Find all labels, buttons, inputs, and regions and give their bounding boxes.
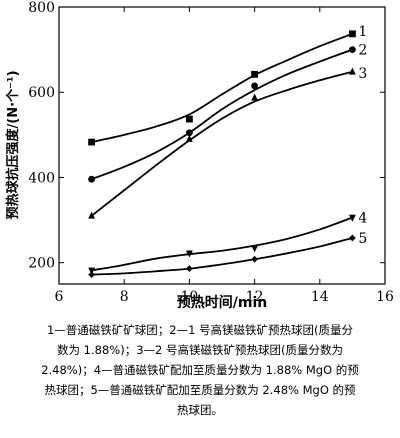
data-point-triangle-down — [186, 250, 193, 258]
caption-line: 2.48%)；4—普通磁铁矿配加至质量分数为 1.88% MgO 的预 — [41, 363, 359, 377]
data-point-circle — [88, 175, 95, 183]
x-axis: 6 8 10 12 14 16 — [55, 7, 394, 305]
data-point-diamond — [88, 271, 95, 279]
y-tick-label: 200 — [28, 256, 55, 272]
y-tick-label: 400 — [28, 170, 55, 186]
series-line-3 — [91, 70, 353, 217]
series-line-1 — [91, 33, 353, 143]
data-point-square — [186, 115, 193, 123]
series-2: 2 — [88, 43, 367, 183]
caption-line: 数为 1.88%)；3—2 号高镁磁铁矿预热球团(质量分数为 — [57, 343, 343, 357]
data-point-square — [88, 138, 95, 146]
data-point-square — [349, 30, 356, 38]
data-point-diamond — [186, 265, 193, 273]
x-tick-label: 16 — [376, 289, 394, 305]
series-line-2 — [91, 48, 353, 181]
x-tick-label: 6 — [55, 289, 64, 305]
data-point-diamond — [349, 234, 356, 242]
data-point-triangle-down — [88, 267, 95, 275]
series-line-5 — [91, 237, 353, 276]
data-point-triangle-up — [186, 134, 193, 142]
data-point-square — [251, 70, 258, 78]
caption-line: 1—普通磁铁矿矿球团；2—1 号高镁磁铁矿预热球团(质量分 — [46, 323, 354, 337]
data-point-diamond — [251, 255, 258, 263]
data-point-circle — [186, 129, 193, 137]
series-layer: 1 2 3 4 5 — [88, 24, 367, 279]
series-label: 2 — [358, 43, 367, 59]
x-tick-label: 14 — [311, 289, 329, 305]
series-label: 5 — [358, 231, 367, 247]
data-point-triangle-down — [251, 245, 258, 253]
series-label: 1 — [358, 24, 367, 40]
series-label: 4 — [358, 211, 367, 227]
data-point-triangle-down — [349, 214, 356, 222]
series-4: 4 — [88, 211, 367, 275]
series-label: 3 — [358, 66, 367, 82]
series-1: 1 — [88, 24, 367, 146]
x-axis-label: 预热时间/min — [177, 294, 267, 311]
caption-line: 热球团。 — [177, 403, 223, 417]
data-point-triangle-up — [349, 67, 356, 75]
series-5: 5 — [88, 231, 367, 279]
x-tick-label: 8 — [120, 289, 129, 305]
data-point-triangle-up — [251, 93, 258, 101]
series-3: 3 — [88, 66, 367, 219]
data-point-circle — [251, 82, 258, 90]
figure-caption: 1—普通磁铁矿矿球团；2—1 号高镁磁铁矿预热球团(质量分 数为 1.88%)；… — [0, 320, 400, 420]
x-tick-label: 12 — [246, 289, 264, 305]
caption-line: 热球团；5—普通磁铁矿配加至质量分数为 2.48% MgO 的预 — [44, 383, 356, 397]
data-point-circle — [349, 46, 356, 54]
y-tick-label: 600 — [28, 85, 55, 101]
plot-frame — [58, 6, 386, 285]
y-tick-label: 800 — [28, 0, 55, 16]
data-point-triangle-up — [88, 211, 95, 219]
y-axis-label: 预热球抗压强度/(N·个⁻¹) — [5, 70, 21, 219]
x-tick-label: 10 — [180, 289, 198, 305]
series-line-4 — [91, 216, 353, 272]
y-axis: 200 400 600 800 — [28, 0, 385, 272]
